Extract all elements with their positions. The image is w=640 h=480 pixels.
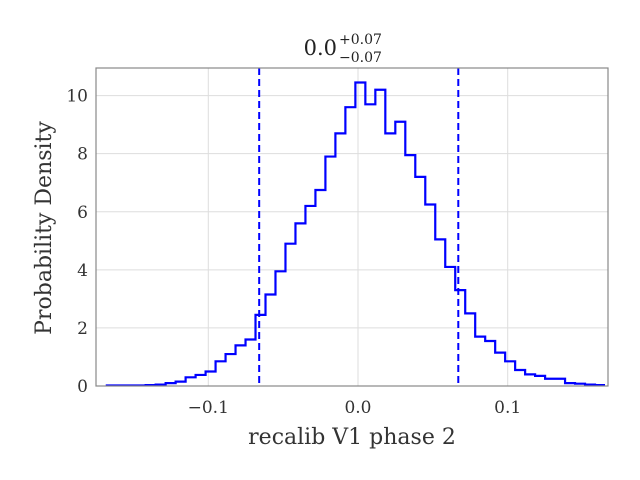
y-tick-label: 10 [66,87,88,107]
x-tick-label: 0.1 [494,398,521,418]
plot-frame [95,67,609,387]
x-tick-label: 0.0 [344,398,371,418]
y-tick-label: 0 [77,377,88,397]
y-axis-label: Probability Density [32,121,57,335]
y-axis-ticks: 0 2 4 6 8 10 [66,87,88,397]
histogram-step-line [105,81,606,387]
title-lower-error: −0.07 [339,50,382,66]
x-tick-label: −0.1 [188,398,229,418]
x-axis-label: recalib V1 phase 2 [248,425,456,450]
y-tick-label: 4 [77,261,88,281]
title-upper-error: +0.07 [339,32,382,48]
title-value: 0.0 [304,36,337,60]
y-tick-label: 6 [77,203,88,223]
quantile-lines [258,68,460,386]
y-tick-label: 8 [77,145,88,165]
x-axis-ticks: −0.1 0.0 0.1 [188,398,522,418]
chart-title: 0.0 +0.07 −0.07 [304,32,382,66]
y-tick-label: 2 [77,319,88,339]
